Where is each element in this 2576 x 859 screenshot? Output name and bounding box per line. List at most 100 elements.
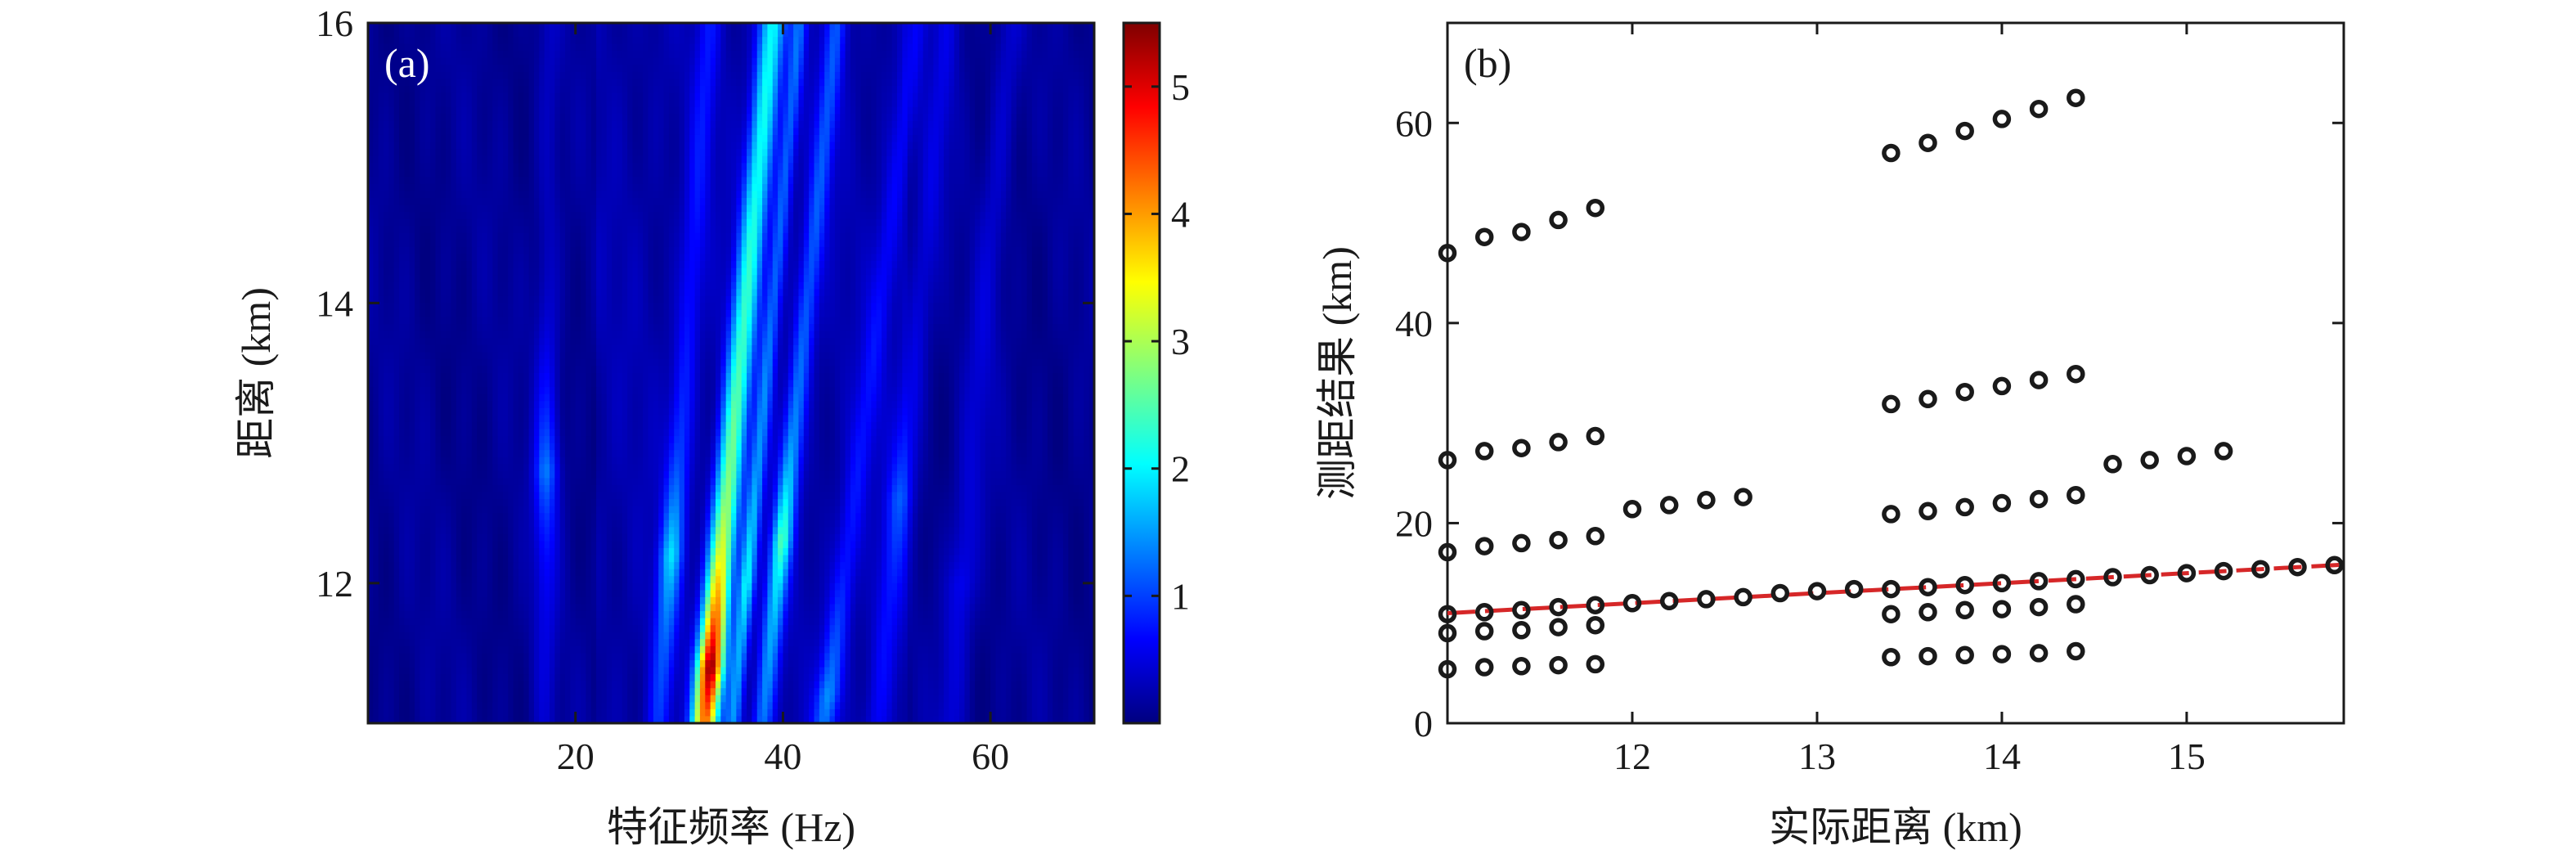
heatmap-cell bbox=[855, 37, 862, 45]
heatmap-cell bbox=[1011, 37, 1017, 45]
heatmap-cell bbox=[663, 268, 670, 276]
heatmap-cell bbox=[424, 232, 431, 241]
heatmap-cell bbox=[803, 261, 810, 269]
heatmap-cell bbox=[990, 106, 997, 115]
heatmap-cell bbox=[596, 86, 603, 94]
heatmap-cell bbox=[528, 232, 535, 241]
heatmap-cell bbox=[554, 163, 561, 171]
heatmap-cell bbox=[860, 268, 867, 276]
heatmap-cell bbox=[399, 29, 405, 38]
heatmap-cell bbox=[928, 254, 934, 262]
heatmap-cell bbox=[674, 155, 680, 164]
heatmap-cell bbox=[430, 191, 437, 199]
heatmap-cell bbox=[928, 261, 934, 269]
heatmap-cell bbox=[975, 205, 981, 213]
heatmap-cell bbox=[1026, 86, 1033, 94]
heatmap-cell bbox=[865, 51, 872, 59]
heatmap-cell bbox=[648, 114, 654, 122]
heatmap-cell bbox=[689, 232, 696, 241]
heatmap-cell bbox=[913, 142, 918, 150]
heatmap-cell bbox=[922, 134, 929, 143]
heatmap-cell bbox=[368, 240, 374, 248]
heatmap-cell bbox=[554, 142, 561, 150]
heatmap-cell bbox=[762, 226, 768, 234]
heatmap-cell bbox=[679, 232, 685, 241]
heatmap-cell bbox=[368, 232, 374, 241]
heatmap-cell bbox=[1000, 23, 1007, 31]
heatmap-cell bbox=[699, 163, 706, 171]
heatmap-cell bbox=[855, 128, 862, 136]
heatmap-cells bbox=[368, 23, 1095, 724]
heatmap-cell bbox=[471, 149, 478, 157]
heatmap-cell bbox=[477, 177, 483, 185]
heatmap-cell bbox=[809, 106, 815, 115]
heatmap-cell bbox=[944, 155, 949, 164]
heatmap-cell bbox=[933, 65, 940, 73]
heatmap-cell bbox=[1021, 79, 1028, 87]
heatmap-cell bbox=[865, 191, 872, 199]
heatmap-cell bbox=[471, 218, 478, 227]
heatmap-cell bbox=[658, 268, 665, 276]
heatmap-cell bbox=[497, 114, 504, 122]
heatmap-cell bbox=[586, 128, 592, 136]
heatmap-cell bbox=[798, 43, 805, 52]
heatmap-cell bbox=[922, 92, 929, 101]
heatmap-cell bbox=[886, 51, 893, 59]
heatmap-cell bbox=[1062, 149, 1069, 157]
heatmap-cell bbox=[798, 226, 805, 234]
heatmap-cell bbox=[446, 120, 452, 128]
heatmap-cell bbox=[508, 120, 514, 128]
heatmap-cell bbox=[404, 92, 411, 101]
heatmap-cell bbox=[829, 23, 836, 31]
heatmap-cell bbox=[653, 43, 659, 52]
heatmap-cell bbox=[720, 29, 727, 38]
heatmap-cell bbox=[461, 114, 468, 122]
heatmap-cell bbox=[1006, 134, 1012, 143]
heatmap-cell bbox=[554, 232, 561, 241]
heatmap-cell bbox=[985, 177, 991, 185]
heatmap-cell bbox=[388, 142, 395, 150]
heatmap-cell bbox=[668, 198, 675, 206]
heatmap-cell bbox=[393, 198, 400, 206]
heatmap-cell bbox=[990, 71, 997, 80]
heatmap-cell bbox=[938, 65, 945, 73]
heatmap-cell bbox=[855, 205, 862, 213]
heatmap-cell bbox=[824, 226, 831, 234]
heatmap-cell bbox=[565, 29, 571, 38]
heatmap-cell bbox=[451, 57, 457, 65]
heatmap-cell bbox=[627, 198, 634, 206]
heatmap-cell bbox=[612, 268, 618, 276]
heatmap-cell bbox=[653, 37, 659, 45]
heatmap-cell bbox=[373, 29, 379, 38]
heatmap-cell bbox=[834, 149, 841, 157]
heatmap-cell bbox=[368, 254, 374, 262]
heatmap-cell bbox=[544, 23, 550, 31]
heatmap-cell bbox=[523, 51, 530, 59]
heatmap-cell bbox=[954, 92, 960, 101]
heatmap-cell bbox=[544, 134, 550, 143]
heatmap-cell bbox=[783, 218, 789, 227]
heatmap-cell bbox=[590, 169, 597, 178]
heatmap-cell bbox=[809, 191, 815, 199]
heatmap-cell bbox=[928, 29, 934, 38]
heatmap-cell bbox=[1057, 261, 1064, 269]
heatmap-cell bbox=[964, 142, 971, 150]
heatmap-cell bbox=[674, 246, 680, 255]
heatmap-cell bbox=[741, 120, 747, 128]
heatmap-cell bbox=[528, 86, 535, 94]
heatmap-cell bbox=[725, 106, 732, 115]
heatmap-cell bbox=[420, 43, 426, 52]
heatmap-cell bbox=[378, 79, 384, 87]
heatmap-cell bbox=[747, 169, 752, 178]
heatmap-cell bbox=[601, 246, 608, 255]
heatmap-cell bbox=[1088, 226, 1095, 234]
heatmap-cell bbox=[643, 43, 649, 52]
heatmap-cell bbox=[990, 23, 997, 31]
heatmap-cell bbox=[565, 177, 571, 185]
heatmap-cell bbox=[798, 240, 805, 248]
heatmap-cell bbox=[731, 114, 737, 122]
heatmap-cell bbox=[1016, 226, 1022, 234]
heatmap-cell bbox=[969, 205, 976, 213]
heatmap-cell bbox=[922, 128, 929, 136]
heatmap-cell bbox=[606, 183, 613, 192]
